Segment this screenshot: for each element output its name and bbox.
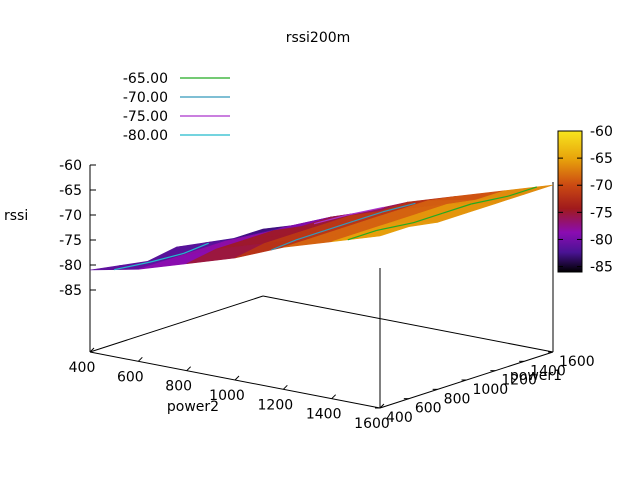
y-tick-label: 1400 (530, 363, 566, 379)
x-axis-ticks: 400 600 800 1000 1200 1400 1600 (69, 347, 390, 432)
contour-segment (150, 252, 185, 263)
floor-back-right-edge (262, 295, 554, 353)
x-tick-label: 1400 (306, 407, 342, 423)
contour-segment (271, 239, 297, 251)
contour-segment (295, 229, 326, 241)
contour-segment (471, 195, 509, 205)
contour-segment (376, 222, 414, 232)
x-axis-label: power2 (167, 399, 219, 415)
colorbar-tick-label: -60 (590, 124, 613, 140)
y-tick-label: 1200 (501, 373, 537, 389)
contour-segment (507, 186, 538, 197)
x-tick-label: 1600 (354, 416, 390, 432)
contour-lines (114, 186, 538, 271)
x-tick-label: 600 (117, 369, 144, 385)
contour-segment (313, 214, 348, 225)
y-axis-label: power1 (510, 368, 562, 384)
contour-segment (183, 242, 209, 254)
front-axes (89, 351, 554, 409)
z-axis-ticks: -60 -65 -70 -75 -80 -85 (59, 158, 96, 299)
x-tick-mark (186, 366, 192, 372)
x-tick-label: 1000 (209, 388, 245, 404)
z-tick-label: -85 (59, 283, 82, 299)
chart-title: rssi200m (286, 30, 351, 46)
x-tick-mark (137, 356, 143, 362)
contour-legend: -65.00 -70.00 -75.00 -80.00 (123, 71, 230, 144)
colorbar-ticks: -60 -65 -70 -75 -80 -85 (558, 124, 613, 276)
y-tick-label: 600 (415, 401, 442, 417)
contour-segment (346, 206, 384, 216)
y-tick-label: 800 (444, 391, 471, 407)
contour-segment (413, 212, 443, 224)
colorbar: -60 -65 -70 -75 -80 -85 (557, 124, 613, 276)
legend-label: -75.00 (123, 109, 168, 125)
back-axes (89, 165, 554, 408)
contour-segment (114, 261, 152, 271)
colorbar-tick-label: -65 (590, 151, 613, 167)
x-tick-mark (331, 394, 337, 400)
contour-segment (353, 211, 383, 222)
x-tick-label: 1200 (258, 397, 294, 413)
z-tick-label: -60 (59, 158, 82, 174)
contour-segment (382, 202, 416, 213)
surface-patch (331, 226, 409, 242)
x-tick-mark (89, 347, 95, 353)
y-tick-label: 400 (386, 410, 413, 426)
x-tick-mark (234, 375, 240, 381)
contour-segment (347, 229, 377, 241)
x-tick-mark (282, 384, 288, 390)
contour-segment (442, 203, 472, 214)
z-tick-label: -65 (59, 183, 82, 199)
y-tick-label: 1600 (559, 354, 595, 370)
legend-label: -65.00 (123, 71, 168, 87)
x-tick-label: 800 (165, 379, 192, 395)
colorbar-tick-label: -85 (590, 260, 613, 276)
legend-label: -80.00 (123, 128, 168, 144)
x-tick-label: 400 (69, 360, 96, 376)
x-tick-mark (379, 403, 385, 409)
z-tick-label: -75 (59, 233, 82, 249)
z-tick-label: -70 (59, 208, 82, 224)
contour-segment (324, 220, 354, 232)
legend-label: -70.00 (123, 90, 168, 106)
colorbar-tick-label: -75 (590, 205, 613, 221)
z-tick-label: -80 (59, 258, 82, 274)
colorbar-tick-label: -70 (590, 178, 613, 194)
floor-back-left-edge (89, 295, 264, 353)
colorbar-gradient (557, 130, 583, 273)
colorbar-tick-label: -80 (590, 232, 613, 248)
z-axis-label: rssi (4, 208, 28, 224)
y-tick-label: 1000 (473, 382, 509, 398)
surface (89, 184, 554, 271)
